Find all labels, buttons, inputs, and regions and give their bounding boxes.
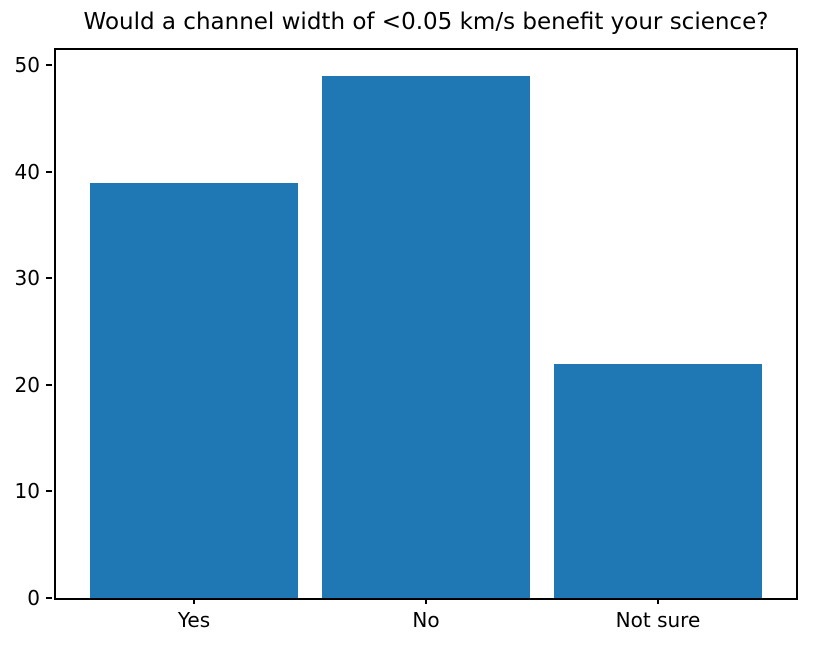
y-tick-mark bbox=[46, 170, 52, 173]
y-tick-mark bbox=[46, 490, 52, 493]
y-tick-label: 20 bbox=[14, 372, 40, 397]
y-tick-label: 30 bbox=[14, 266, 40, 291]
x-tick-mark bbox=[656, 598, 659, 604]
y-tick-mark bbox=[46, 597, 52, 599]
x-tick-mark bbox=[193, 598, 196, 604]
y-tick-mark bbox=[46, 383, 52, 386]
x-tick-label-yes: Yes bbox=[177, 608, 211, 632]
x-tick-label-no: No bbox=[412, 608, 440, 632]
y-tick-label: 50 bbox=[14, 53, 40, 78]
y-tick-label: 10 bbox=[14, 479, 40, 504]
bar-yes bbox=[89, 182, 299, 598]
bar-no bbox=[321, 76, 531, 598]
y-tick-label: 40 bbox=[14, 159, 40, 184]
x-tick-label-not-sure: Not sure bbox=[615, 608, 701, 632]
chart-title: Would a channel width of <0.05 km/s bene… bbox=[83, 9, 769, 35]
plot-area: 0 10 20 30 40 50 Yes No Not sure bbox=[15, 48, 798, 632]
plot-inner: 0 10 20 30 40 50 Yes No Not sure bbox=[15, 50, 796, 632]
y-tick-label: 0 bbox=[27, 586, 40, 610]
x-tick-mark bbox=[425, 598, 427, 604]
bar-not-sure bbox=[553, 363, 763, 598]
y-tick-mark bbox=[46, 64, 52, 67]
y-tick-mark bbox=[46, 277, 52, 280]
